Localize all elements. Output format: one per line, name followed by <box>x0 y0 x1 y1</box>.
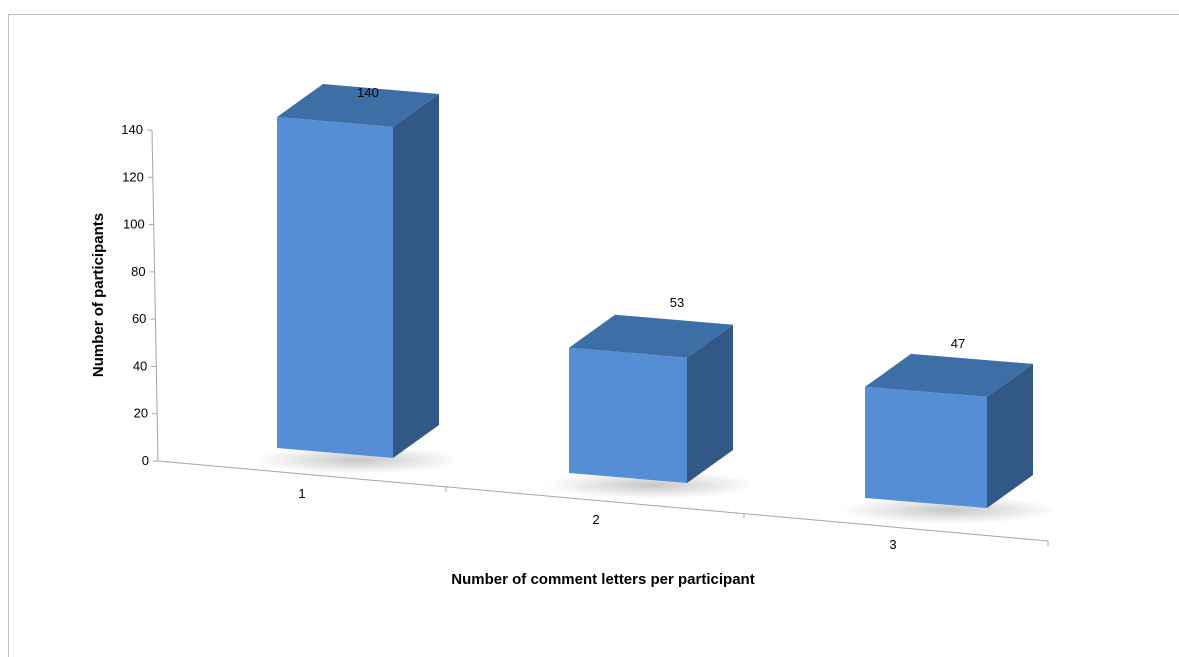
bars <box>253 84 1059 524</box>
bar-side-face <box>987 363 1033 508</box>
y-tick-label: 80 <box>131 264 145 279</box>
bar-side-face <box>687 324 733 483</box>
x-tick-label: 3 <box>889 537 896 552</box>
data-labels: 140 53 47 <box>357 85 965 351</box>
y-tick-label: 20 <box>134 406 148 421</box>
bar-front-face <box>865 386 987 508</box>
data-label: 53 <box>670 295 684 310</box>
bar-top-face <box>277 84 439 127</box>
y-tick-label: 40 <box>133 358 147 373</box>
bar-shadow <box>253 446 463 474</box>
x-tick-label: 1 <box>298 486 305 501</box>
y-axis-line <box>151 129 159 462</box>
bar-side-face <box>393 94 439 458</box>
data-label: 47 <box>951 336 965 351</box>
y-tick-label: 0 <box>142 453 149 468</box>
y-tick-label: 100 <box>123 217 145 232</box>
data-label: 140 <box>357 85 379 100</box>
bar-shadow <box>839 496 1059 524</box>
x-axis-line <box>157 460 1049 542</box>
y-axis-ticks: 0 20 40 60 80 100 120 140 <box>121 122 158 468</box>
y-axis-title: Number of participants <box>90 213 107 377</box>
x-axis-title: Number of comment letters per participan… <box>451 571 754 588</box>
x-tick-label: 2 <box>592 512 599 527</box>
bar-front-face <box>277 117 393 458</box>
bar-front-face <box>569 347 687 483</box>
y-tick-label: 60 <box>132 311 146 326</box>
y-tick-label: 120 <box>122 169 144 184</box>
bar-top-face <box>569 314 733 358</box>
bar-top-face <box>865 353 1033 397</box>
x-axis-ticks: 1 2 3 <box>298 486 1049 552</box>
bar-shadow <box>544 471 758 499</box>
y-tick-label: 140 <box>121 122 143 137</box>
chart-frame <box>8 14 1179 657</box>
